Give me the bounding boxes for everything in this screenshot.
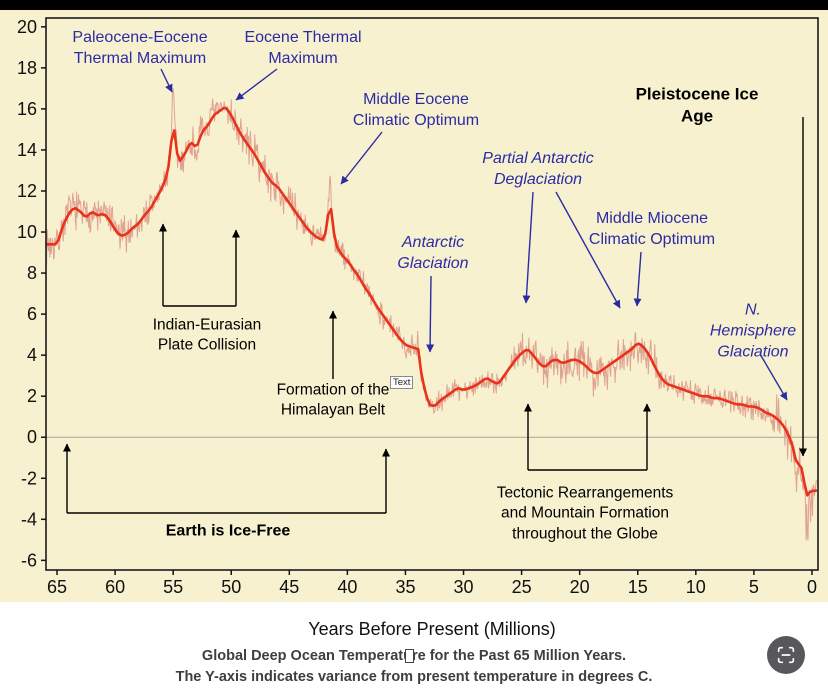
text-cursor-artifact bbox=[405, 649, 414, 663]
scan-text-button[interactable] bbox=[767, 636, 805, 674]
caption-line-1: Global Deep Ocean Temperature for the Pa… bbox=[201, 648, 627, 664]
top-black-bar bbox=[0, 0, 828, 10]
chart-background bbox=[0, 10, 828, 602]
text-annotation-artifact: Text bbox=[390, 376, 414, 389]
scan-text-icon bbox=[777, 646, 795, 664]
caption-line-2: The Y-axis indicates variance from prese… bbox=[175, 669, 653, 685]
x-axis-title: Years Before Present (Millions) bbox=[308, 619, 556, 639]
